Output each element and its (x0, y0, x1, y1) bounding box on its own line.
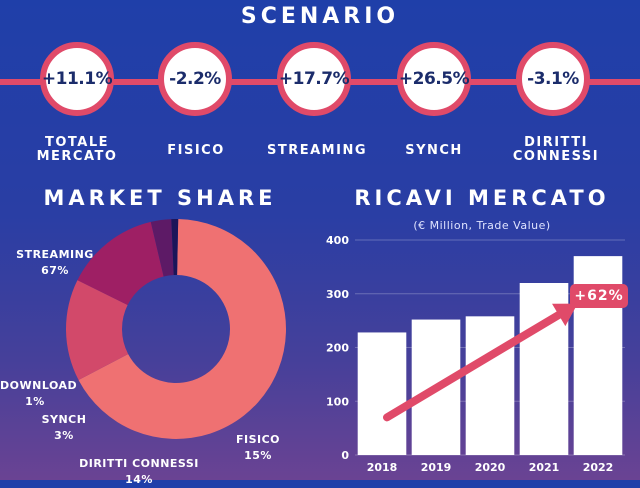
stat-circle-totale-mercato: +11.1% (40, 42, 114, 116)
y-tick-400: 400 (326, 234, 349, 247)
stat-circle-diritti-connessi: -3.1% (516, 42, 590, 116)
bar-2020 (465, 316, 515, 455)
pie-label-fisico-name: FISICO (235, 433, 281, 446)
pie-slice-diritti-connessi (77, 221, 164, 306)
pie-label-synch-name: SYNCH (41, 413, 87, 426)
pie-label-download-value: 1% (25, 395, 45, 408)
pie-slice-streaming (78, 219, 286, 439)
scenario-title: SCENARIO (240, 4, 400, 29)
bar-2018 (357, 332, 407, 455)
stat-circle-fisico: -2.2% (158, 42, 232, 116)
stat-label-fisico: FISICO (167, 143, 225, 158)
stat-label-totale-mercato: TOTALE MERCATO (36, 135, 118, 164)
pie-label-download: DOWNLOAD 1% (0, 378, 78, 410)
growth-arrow-shaft (383, 304, 573, 422)
stat-circle-streaming: +17.7% (277, 42, 351, 116)
pie-label-synch: SYNCH 3% (34, 412, 94, 444)
y-tick-200: 200 (326, 342, 349, 355)
market-share-title: MARKET SHARE (43, 186, 277, 210)
pie-label-synch-value: 3% (54, 429, 74, 442)
stat-label-diritti-connessi: DIRITTI CONNESSI (512, 135, 600, 164)
pie-slice-download (171, 219, 179, 276)
pie-slice-fisico (65, 280, 129, 381)
x-tick-2020: 2020 (475, 461, 506, 474)
x-tick-2018: 2018 (367, 461, 398, 474)
pie-label-streaming: STREAMING 67% (8, 247, 102, 279)
stat-label-synch: SYNCH (405, 143, 463, 158)
ricavi-mercato-subtitle: (€ Million, Trade Value) (413, 219, 551, 232)
stat-circle-synch: +26.5% (397, 42, 471, 116)
growth-arrow-head (552, 303, 578, 327)
pie-label-diritti-name: DIRITTI CONNESSI (79, 457, 199, 470)
y-tick-300: 300 (326, 288, 349, 301)
pie-label-download-name: DOWNLOAD (0, 379, 78, 392)
y-tick-0: 0 (341, 449, 349, 462)
pie-label-streaming-value: 67% (41, 264, 69, 277)
pie-label-fisico-value: 15% (244, 449, 272, 462)
ricavi-mercato-title: RICAVI MERCATO (354, 186, 610, 210)
y-tick-100: 100 (326, 395, 349, 408)
pie-label-fisico: FISICO 15% (228, 432, 288, 464)
pie-slice-synch (150, 219, 174, 277)
x-tick-2021: 2021 (529, 461, 560, 474)
x-tick-2019: 2019 (421, 461, 452, 474)
growth-badge: +62% (570, 284, 628, 308)
pie-label-streaming-name: STREAMING (16, 248, 94, 261)
x-tick-2022: 2022 (583, 461, 614, 474)
stat-label-streaming: STREAMING (266, 143, 367, 158)
